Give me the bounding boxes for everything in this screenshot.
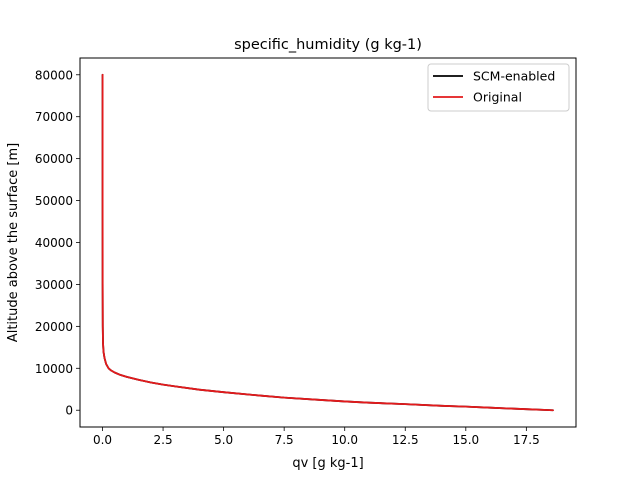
x-tick-label: 7.5 [275,433,294,447]
legend-label-original: Original [473,90,522,105]
chart-title: specific_humidity (g kg-1) [234,37,422,53]
y-tick-label: 60000 [35,152,73,166]
plot-area: 0.0 2.5 5.0 7.5 10.0 12.5 15.0 17.5 0 10000 20000… [35,57,577,447]
y-tick-label: 80000 [35,68,73,82]
x-tick-label: 2.5 [154,433,173,447]
legend-label-scm-enabled: SCM-enabled [473,69,555,84]
y-tick-label: 40000 [35,236,73,250]
y-axis-label: Altitude above the surface [m] [6,143,21,342]
y-tick-label: 0 [65,404,73,418]
y-tick-label: 50000 [35,194,73,208]
x-axis-ticks: 0.0 2.5 5.0 7.5 10.0 12.5 15.0 17.5 [93,427,540,447]
series-line-original [101,73,554,412]
x-axis-label: qv [g kg-1] [292,456,363,471]
x-tick-label: 17.5 [513,433,540,447]
series-layer [101,73,554,412]
y-tick-label: 10000 [35,362,73,376]
y-tick-label: 20000 [35,320,73,334]
x-tick-label: 12.5 [392,433,419,447]
legend-box [427,63,570,112]
y-tick-label: 70000 [35,110,73,124]
legend: SCM-enabled Original [427,63,570,112]
x-tick-label: 15.0 [452,433,479,447]
x-tick-label: 10.0 [331,433,358,447]
x-tick-label: 0.0 [93,433,112,447]
y-axis-ticks: 0 10000 20000 30000 40000 50000 60000 70000 8000… [35,68,80,418]
y-tick-label: 30000 [35,278,73,292]
x-tick-label: 5.0 [214,433,233,447]
